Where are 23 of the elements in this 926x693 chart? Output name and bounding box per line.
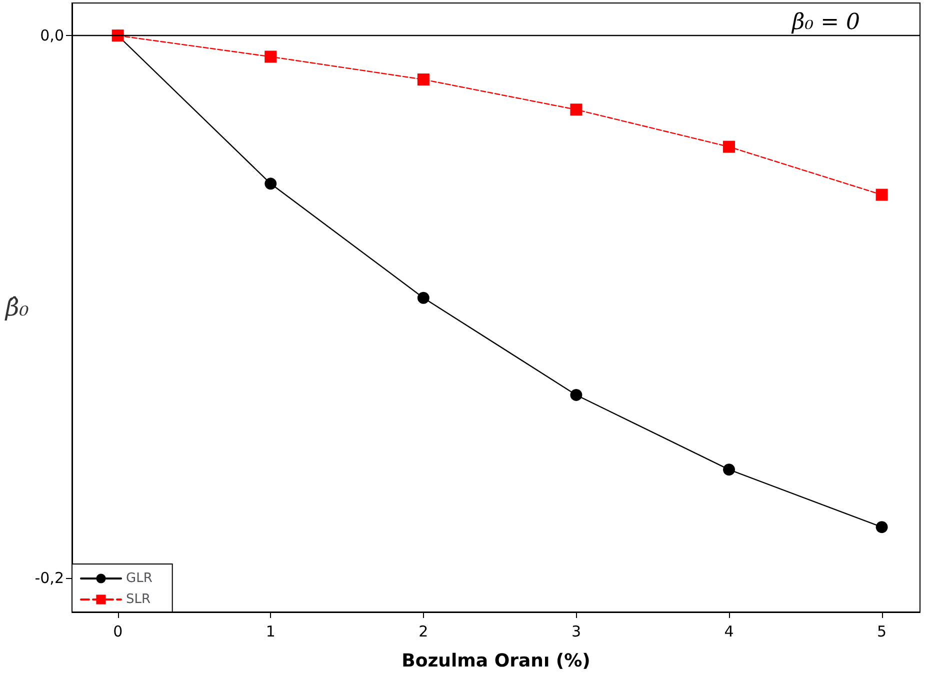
x-tick-label: 0 [113, 622, 123, 640]
point [264, 50, 277, 63]
ref-line-label: β₀ = 0 [791, 10, 860, 36]
point [264, 178, 277, 190]
x-axis-title: Bozulma Oranı (%) [402, 650, 590, 672]
x-tick-label: 2 [418, 622, 428, 640]
x-tick-label: 4 [724, 622, 734, 640]
x-tick-label: 5 [877, 622, 887, 640]
point [570, 388, 582, 401]
y-axis-title: β̂₀ [4, 294, 30, 322]
point [723, 464, 736, 476]
point [876, 188, 888, 201]
point [417, 292, 430, 304]
x-tick-label: 1 [266, 622, 276, 640]
point [876, 521, 888, 534]
point [570, 104, 582, 116]
point [417, 74, 430, 86]
legend-label: SLR [126, 592, 151, 607]
y-tick-label: -0,2 [34, 569, 64, 588]
x-tick-label: 3 [571, 622, 581, 640]
point [723, 140, 736, 153]
y-tick-label: 0,0 [40, 26, 64, 45]
legend-label: GLR [126, 571, 152, 586]
